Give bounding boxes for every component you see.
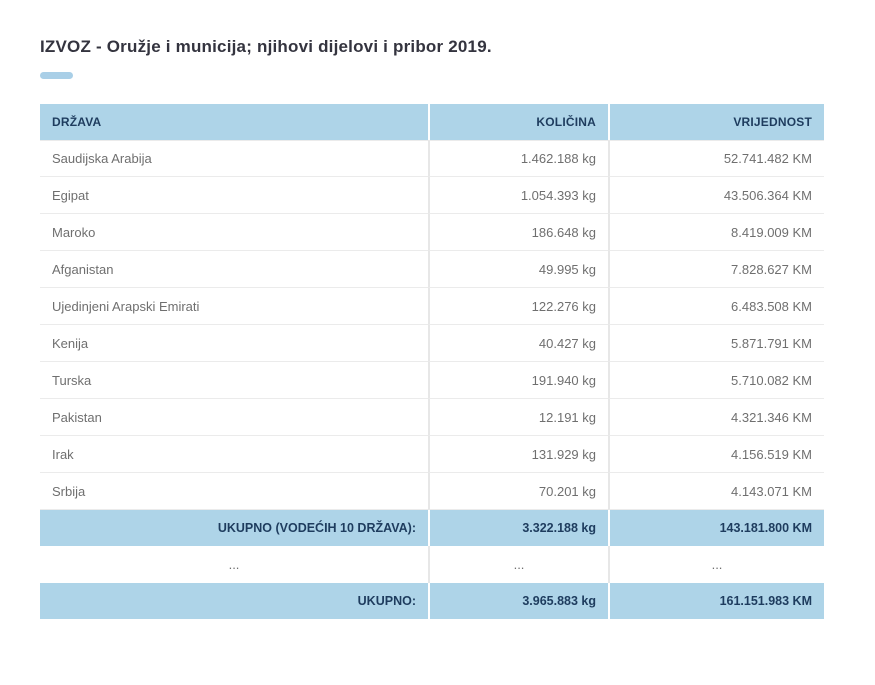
summary-top10-vrijednost: 143.181.800 KM (608, 510, 824, 546)
cell-kolicina: 186.648 kg (428, 214, 608, 251)
table-row: Srbija 70.201 kg 4.143.071 KM (40, 473, 824, 510)
ellipsis-row: ... ... ... (40, 546, 824, 583)
cell-kolicina: 122.276 kg (428, 288, 608, 325)
summary-top10-row: UKUPNO (VODEĆIH 10 DRŽAVA): 3.322.188 kg… (40, 510, 824, 546)
title-accent-bar (40, 72, 73, 79)
column-header-vrijednost: VRIJEDNOST (608, 104, 824, 140)
cell-vrijednost: 52.741.482 KM (608, 140, 824, 177)
cell-kolicina: 40.427 kg (428, 325, 608, 362)
table-row: Kenija 40.427 kg 5.871.791 KM (40, 325, 824, 362)
table-row: Afganistan 49.995 kg 7.828.627 KM (40, 251, 824, 288)
summary-total-row: UKUPNO: 3.965.883 kg 161.151.983 KM (40, 583, 824, 619)
column-header-drzava: DRŽAVA (40, 104, 428, 140)
cell-drzava: Ujedinjeni Arapski Emirati (40, 288, 428, 325)
cell-kolicina: 12.191 kg (428, 399, 608, 436)
cell-drzava: Turska (40, 362, 428, 399)
table-row: Turska 191.940 kg 5.710.082 KM (40, 362, 824, 399)
cell-vrijednost: 8.419.009 KM (608, 214, 824, 251)
table-row: Ujedinjeni Arapski Emirati 122.276 kg 6.… (40, 288, 824, 325)
cell-drzava: Egipat (40, 177, 428, 214)
cell-vrijednost: 5.710.082 KM (608, 362, 824, 399)
page-title: IZVOZ - Oružje i municija; njihovi dijel… (40, 37, 492, 56)
ellipsis-kolicina: ... (428, 546, 608, 583)
cell-vrijednost: 4.321.346 KM (608, 399, 824, 436)
cell-drzava: Afganistan (40, 251, 428, 288)
table-header-row: DRŽAVA KOLIČINA VRIJEDNOST (40, 104, 824, 140)
export-table: DRŽAVA KOLIČINA VRIJEDNOST Saudijska Ara… (40, 104, 824, 619)
table-row: Saudijska Arabija 1.462.188 kg 52.741.48… (40, 140, 824, 177)
table-row: Irak 131.929 kg 4.156.519 KM (40, 436, 824, 473)
cell-vrijednost: 43.506.364 KM (608, 177, 824, 214)
cell-kolicina: 131.929 kg (428, 436, 608, 473)
summary-total-vrijednost: 161.151.983 KM (608, 583, 824, 619)
summary-total-kolicina: 3.965.883 kg (428, 583, 608, 619)
cell-drzava: Saudijska Arabija (40, 140, 428, 177)
cell-vrijednost: 5.871.791 KM (608, 325, 824, 362)
cell-kolicina: 1.054.393 kg (428, 177, 608, 214)
cell-drzava: Pakistan (40, 399, 428, 436)
table-row: Maroko 186.648 kg 8.419.009 KM (40, 214, 824, 251)
cell-vrijednost: 7.828.627 KM (608, 251, 824, 288)
cell-vrijednost: 6.483.508 KM (608, 288, 824, 325)
table-row: Egipat 1.054.393 kg 43.506.364 KM (40, 177, 824, 214)
ellipsis-drzava: ... (40, 546, 428, 583)
column-header-kolicina: KOLIČINA (428, 104, 608, 140)
cell-vrijednost: 4.156.519 KM (608, 436, 824, 473)
ellipsis-vrijednost: ... (608, 546, 824, 583)
cell-kolicina: 1.462.188 kg (428, 140, 608, 177)
cell-drzava: Srbija (40, 473, 428, 510)
cell-drzava: Irak (40, 436, 428, 473)
cell-drzava: Maroko (40, 214, 428, 251)
summary-total-label: UKUPNO: (40, 583, 428, 619)
cell-kolicina: 191.940 kg (428, 362, 608, 399)
table-header: DRŽAVA KOLIČINA VRIJEDNOST (40, 104, 824, 140)
report-content: IZVOZ - Oružje i municija; njihovi dijel… (40, 36, 824, 619)
cell-vrijednost: 4.143.071 KM (608, 473, 824, 510)
cell-drzava: Kenija (40, 325, 428, 362)
table-row: Pakistan 12.191 kg 4.321.346 KM (40, 399, 824, 436)
table-summary: UKUPNO (VODEĆIH 10 DRŽAVA): 3.322.188 kg… (40, 510, 824, 619)
summary-top10-kolicina: 3.322.188 kg (428, 510, 608, 546)
table-body: Saudijska Arabija 1.462.188 kg 52.741.48… (40, 140, 824, 510)
cell-kolicina: 70.201 kg (428, 473, 608, 510)
cell-kolicina: 49.995 kg (428, 251, 608, 288)
summary-top10-label: UKUPNO (VODEĆIH 10 DRŽAVA): (40, 510, 428, 546)
